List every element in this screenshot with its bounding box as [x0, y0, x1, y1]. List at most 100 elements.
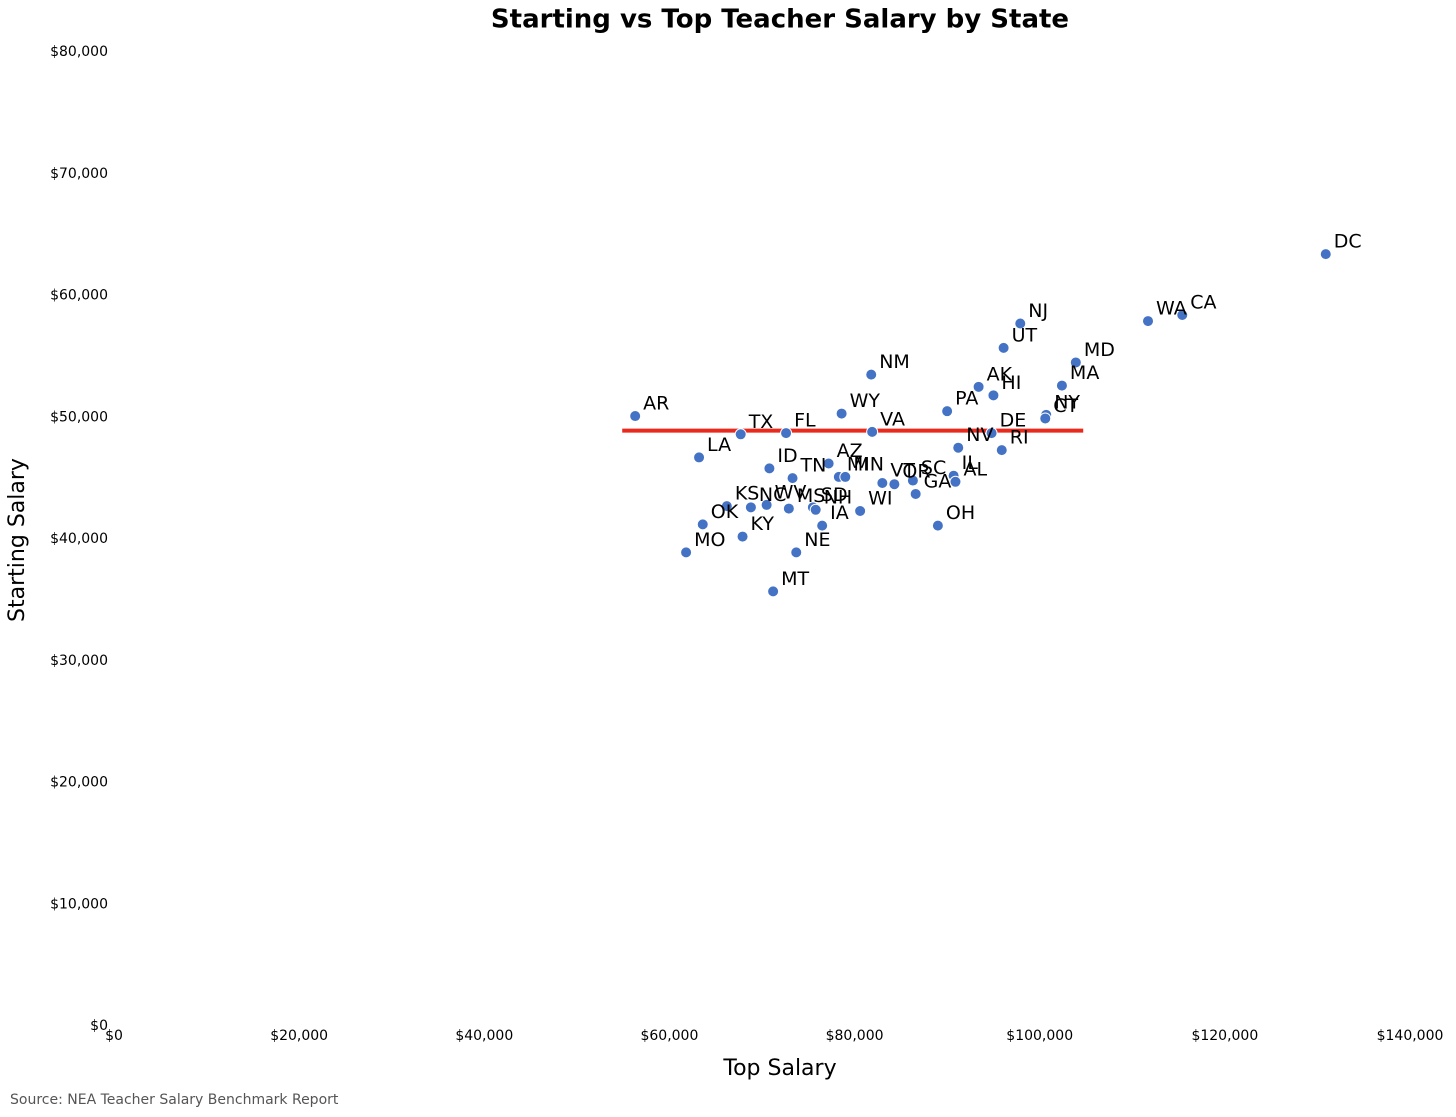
point [744, 501, 757, 514]
point [1014, 317, 1027, 330]
point [720, 500, 733, 513]
point [985, 427, 998, 440]
point-label: NY [1054, 391, 1080, 413]
point-label: NJ [1028, 300, 1048, 322]
point [734, 428, 747, 441]
x-tick-label: $100,000 [1006, 1028, 1073, 1044]
point-label: TX [748, 411, 774, 433]
point-label: VT [890, 459, 915, 481]
point [865, 368, 878, 381]
point [987, 389, 1000, 402]
point-label: NM [879, 351, 910, 373]
point [949, 475, 962, 488]
point [767, 585, 780, 598]
point [1319, 248, 1332, 261]
point-label: WV [775, 481, 807, 503]
point-label: DC [1334, 231, 1362, 253]
point [693, 451, 706, 464]
point [1176, 308, 1189, 321]
x-tick-label: $40,000 [455, 1028, 513, 1044]
point-label: GA [924, 470, 952, 492]
point-label: TN [800, 455, 827, 477]
point [786, 472, 799, 485]
point-label: MT [781, 568, 809, 590]
point-label: KS [735, 483, 760, 505]
point [696, 518, 709, 531]
point [839, 470, 852, 483]
y-tick-label: $10,000 [50, 896, 108, 912]
y-tick-label: $40,000 [50, 531, 108, 547]
point-label: LA [707, 434, 731, 456]
point [780, 427, 793, 440]
point [1055, 379, 1068, 392]
point-label: SD [821, 484, 848, 506]
point [972, 380, 985, 393]
point-label: MD [1084, 339, 1115, 361]
point [995, 444, 1008, 457]
point [866, 425, 879, 438]
point-label: IA [830, 502, 849, 524]
point-label: MI [847, 453, 869, 475]
chart-title: Starting vs Top Teacher Salary by State [491, 5, 1069, 35]
point [763, 462, 776, 475]
point [782, 502, 795, 515]
point-label: WI [868, 487, 892, 509]
point-label: IL [962, 452, 979, 474]
point-label: VA [880, 408, 905, 430]
point [906, 474, 919, 487]
point-label: NE [804, 529, 830, 551]
point [941, 405, 954, 418]
y-tick-label: $70,000 [50, 166, 108, 182]
point-label: RI [1010, 427, 1029, 449]
x-tick-label: $120,000 [1191, 1028, 1258, 1044]
point-label: HI [1001, 372, 1021, 394]
point-label: OR [902, 461, 930, 483]
y-tick-label: $0 [90, 1018, 108, 1034]
point-label: MA [1070, 362, 1099, 384]
point [1142, 315, 1155, 328]
point-label: MS [797, 485, 825, 507]
point-label: AR [643, 393, 669, 415]
point [876, 476, 889, 489]
point-label: NC [759, 484, 786, 506]
point-label: AZ [837, 440, 863, 462]
point-label: FL [794, 410, 816, 432]
point-label: WY [850, 390, 881, 412]
y-tick-label: $50,000 [50, 409, 108, 425]
point-label: NH [824, 486, 853, 508]
point-label: WA [1156, 298, 1187, 320]
point-label: NV [966, 424, 993, 446]
point-label: UT [1012, 324, 1038, 346]
point-label: DE [1000, 410, 1027, 432]
y-tick-label: $60,000 [50, 288, 108, 304]
x-tick-label: $60,000 [640, 1028, 698, 1044]
point [680, 546, 693, 559]
point [816, 519, 829, 532]
x-tick-label: $20,000 [270, 1028, 328, 1044]
point [1069, 356, 1082, 369]
point [888, 478, 901, 491]
point-label: CA [1190, 291, 1216, 313]
point-label: PA [955, 388, 978, 410]
point [952, 441, 965, 454]
point [809, 503, 822, 516]
x-tick-label: $0 [105, 1028, 123, 1044]
y-tick-label: $30,000 [50, 653, 108, 669]
y-tick-label: $20,000 [50, 775, 108, 791]
point [909, 487, 922, 500]
y-axis-label: Starting Salary [5, 458, 30, 622]
source-note: Source: NEA Teacher Salary Benchmark Rep… [10, 1092, 339, 1108]
point-label: MN [853, 453, 884, 475]
point [736, 530, 749, 543]
point-label: SC [921, 457, 946, 479]
point-label: AK [987, 363, 1013, 385]
point-label: CT [1053, 395, 1078, 417]
point-label: AL [963, 458, 987, 480]
point [854, 504, 867, 517]
point-label: MO [694, 529, 725, 551]
x-axis-label: Top Salary [722, 1056, 836, 1081]
point-label: ID [777, 445, 797, 467]
point [931, 519, 944, 532]
point [997, 341, 1010, 354]
